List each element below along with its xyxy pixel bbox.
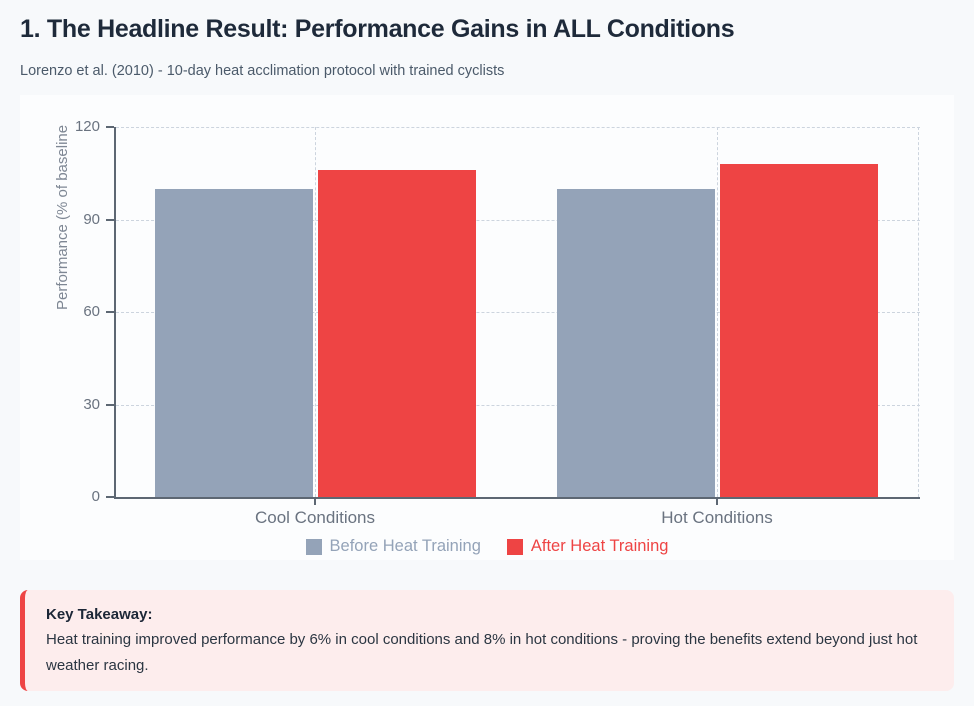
legend-label: After Heat Training xyxy=(530,537,669,555)
legend-item-before-heat-training[interactable]: Before Heat Training xyxy=(305,537,481,556)
y-tick-mark xyxy=(106,403,114,406)
legend-swatch xyxy=(305,538,322,555)
y-tick-label: 90 xyxy=(83,210,100,228)
x-tick-mark xyxy=(314,497,316,505)
v-gridline xyxy=(717,127,718,497)
y-tick-mark xyxy=(106,496,114,498)
y-tick-label: 60 xyxy=(83,303,100,320)
x-axis-line xyxy=(114,497,920,499)
y-tick-mark xyxy=(106,126,114,128)
y-tick-mark xyxy=(106,218,114,221)
takeaway-heading: Key Takeaway: xyxy=(46,606,153,623)
x-tick-mark xyxy=(716,497,718,505)
bar-cool-conditions-before-heat-training[interactable] xyxy=(154,188,313,497)
page-title: 1. The Headline Result: Performance Gain… xyxy=(20,15,735,43)
v-gridline-edge xyxy=(918,127,919,497)
h-gridline xyxy=(116,404,920,406)
x-tick-label: Hot Conditions xyxy=(661,508,773,527)
legend-label: Before Heat Training xyxy=(329,537,481,555)
h-gridline xyxy=(116,219,920,221)
bar-cool-conditions-after-heat-training[interactable] xyxy=(317,170,476,497)
h-gridline xyxy=(116,312,920,313)
takeaway-body: Heat training improved performance by 6%… xyxy=(46,631,918,674)
legend-swatch xyxy=(506,538,523,555)
takeaway-callout: Key Takeaway: Heat training improved per… xyxy=(20,590,954,691)
legend-item-after-heat-training[interactable]: After Heat Training xyxy=(506,537,669,556)
y-axis-line xyxy=(114,127,116,497)
bar-hot-conditions-before-heat-training[interactable] xyxy=(556,188,715,497)
h-gridline xyxy=(116,127,920,128)
y-tick-label: 30 xyxy=(83,395,100,413)
chart-canvas: Performance (% of baseline 0 30 60 90 120 Coo… xyxy=(20,95,954,560)
chart-legend: Before Heat Training After Heat Training xyxy=(20,537,954,556)
x-tick-label: Cool Conditions xyxy=(254,508,376,527)
y-tick-label: 0 xyxy=(91,488,100,505)
page-subtitle: Lorenzo et al. (2010) - 10-day heat accl… xyxy=(20,63,505,79)
v-gridline xyxy=(315,127,316,497)
y-tick-label: 120 xyxy=(74,118,100,135)
bar-hot-conditions-after-heat-training[interactable] xyxy=(719,164,878,497)
y-tick-mark xyxy=(106,311,114,313)
